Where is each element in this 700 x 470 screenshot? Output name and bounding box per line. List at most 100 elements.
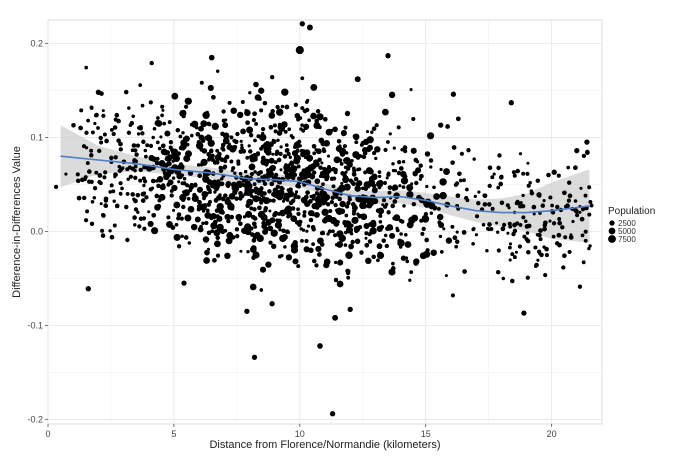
data-point: [295, 46, 304, 55]
data-point: [171, 159, 175, 163]
data-point: [144, 154, 148, 159]
legend-key: [608, 235, 616, 243]
data-point: [305, 229, 309, 233]
data-point: [89, 148, 94, 153]
data-point: [108, 190, 113, 194]
data-point: [140, 103, 145, 108]
data-point: [118, 147, 123, 152]
data-point: [445, 124, 450, 129]
data-point: [296, 117, 301, 122]
data-point: [352, 151, 360, 159]
y-tick-label: 0.0: [30, 226, 43, 236]
data-point: [271, 138, 275, 142]
data-point: [337, 196, 342, 202]
data-point: [249, 206, 254, 211]
data-point: [220, 196, 226, 202]
data-point: [180, 234, 184, 239]
data-point: [300, 151, 306, 158]
data-point: [573, 199, 578, 203]
data-point: [383, 147, 388, 152]
data-point: [84, 130, 89, 135]
data-point: [400, 255, 407, 261]
data-point: [328, 209, 333, 213]
data-point: [203, 257, 210, 264]
data-point: [193, 182, 198, 186]
data-point: [176, 216, 181, 221]
data-point: [207, 139, 215, 147]
data-point: [389, 232, 396, 239]
data-point: [403, 232, 408, 237]
data-point: [574, 147, 580, 154]
data-point: [166, 215, 171, 220]
data-point: [454, 239, 460, 245]
data-point: [563, 235, 568, 240]
x-tick-label: 15: [421, 429, 431, 439]
data-point: [215, 69, 220, 73]
data-point: [250, 214, 256, 220]
data-point: [332, 126, 338, 133]
data-point: [584, 139, 590, 145]
data-point: [395, 226, 399, 231]
data-point: [307, 118, 311, 123]
data-point: [123, 89, 129, 95]
data-point: [413, 258, 420, 265]
data-point: [252, 251, 260, 259]
data-point: [288, 170, 296, 178]
data-point: [333, 277, 339, 283]
data-point: [454, 244, 459, 249]
data-point: [289, 160, 294, 165]
data-point: [285, 254, 293, 261]
data-point: [195, 126, 199, 130]
data-point: [365, 167, 373, 175]
data-point: [131, 114, 135, 119]
data-point: [519, 201, 523, 205]
data-point: [534, 262, 539, 268]
data-point: [131, 193, 135, 197]
data-point: [450, 293, 455, 298]
data-point: [529, 189, 534, 193]
data-point: [246, 126, 254, 134]
data-point: [222, 137, 230, 145]
data-point: [474, 214, 480, 219]
data-point: [538, 237, 543, 242]
data-point: [113, 155, 118, 160]
data-point: [179, 162, 183, 167]
data-point: [154, 204, 161, 211]
data-point: [265, 221, 270, 226]
data-point: [424, 237, 430, 243]
data-point: [487, 227, 491, 232]
data-point: [155, 156, 160, 161]
data-point: [512, 228, 518, 234]
data-point: [363, 170, 368, 175]
y-tick-label: -0.2: [27, 414, 43, 424]
data-point: [352, 134, 357, 139]
data-point: [228, 203, 233, 208]
data-point: [318, 201, 323, 206]
data-point: [325, 202, 331, 207]
data-point: [377, 174, 382, 179]
data-point: [351, 181, 356, 187]
legend-label: 5000: [618, 227, 636, 236]
data-point: [138, 83, 143, 87]
data-point: [160, 104, 165, 109]
confidence-band: [60, 125, 590, 243]
data-point: [273, 129, 278, 134]
x-tick-label: 10: [295, 429, 305, 439]
data-point: [308, 217, 314, 223]
data-point: [170, 154, 175, 159]
data-point: [279, 168, 283, 172]
data-point: [237, 217, 241, 222]
data-point: [357, 214, 362, 219]
data-point: [296, 182, 300, 186]
data-point: [264, 162, 269, 167]
data-point: [525, 231, 530, 235]
data-point: [293, 145, 297, 149]
data-point: [366, 136, 374, 144]
data-point: [337, 259, 344, 266]
data-point: [371, 187, 378, 194]
data-point: [542, 199, 546, 203]
data-point: [561, 265, 566, 270]
data-point: [80, 177, 85, 183]
data-point: [312, 151, 317, 156]
data-point: [315, 245, 322, 252]
